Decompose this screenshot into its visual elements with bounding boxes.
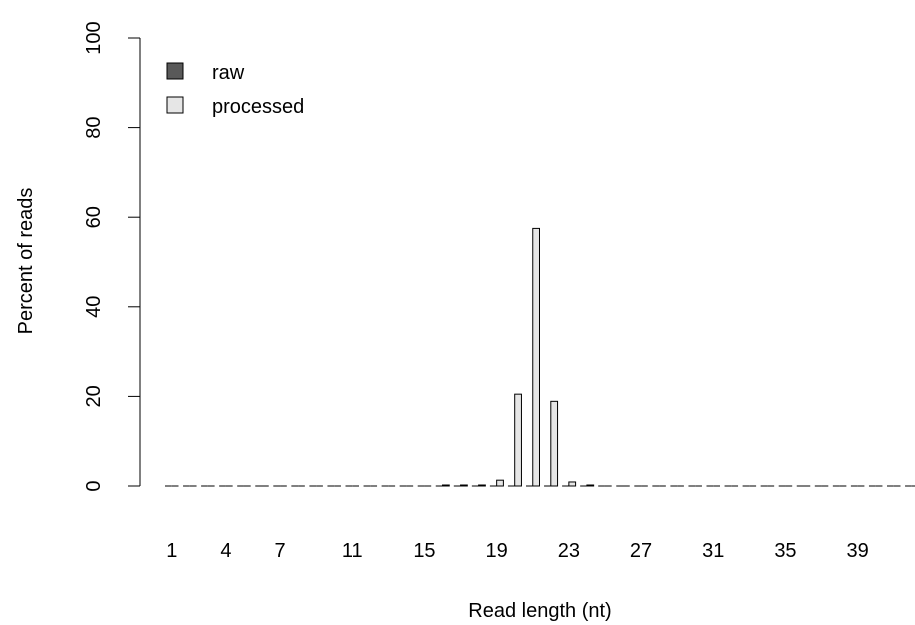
y-tick-label-20: 20 — [83, 385, 105, 407]
x-tick-label-19: 19 — [486, 540, 508, 562]
y-axis-label: Percent of reads — [15, 188, 37, 335]
bar-processed-17 — [460, 484, 468, 487]
bar-processed-21 — [532, 227, 540, 487]
x-tick-label-11: 11 — [342, 540, 363, 562]
bar-processed-18 — [478, 484, 486, 487]
bar-processed-23 — [568, 481, 577, 487]
bar-processed-22 — [550, 400, 559, 487]
y-tick-label-0: 0 — [83, 480, 105, 491]
x-tick-label-39: 39 — [847, 540, 869, 562]
legend-label-raw: raw — [212, 62, 245, 84]
legend-swatch-raw — [166, 62, 184, 80]
x-tick-label-1: 1 — [166, 540, 177, 562]
y-tick-label-40: 40 — [83, 296, 105, 318]
legend-swatch-processed — [166, 96, 184, 114]
y-tick-label-100: 100 — [83, 21, 105, 54]
bar-processed-24 — [586, 484, 595, 487]
x-tick-label-31: 31 — [702, 540, 724, 562]
y-tick-label-80: 80 — [83, 116, 105, 138]
bars-group — [165, 227, 915, 487]
bar-processed-20 — [514, 393, 522, 487]
x-tick-label-23: 23 — [558, 540, 580, 562]
legend: raw processed — [166, 62, 304, 118]
x-tick-label-27: 27 — [630, 540, 652, 562]
x-tick-label-35: 35 — [774, 540, 796, 562]
legend-label-processed: processed — [212, 96, 304, 118]
y-axis: 0 20 40 60 80 100 — [83, 21, 141, 492]
x-tick-label-4: 4 — [220, 540, 231, 562]
x-axis-label: Read length (nt) — [468, 600, 611, 622]
y-tick-label-60: 60 — [83, 206, 105, 228]
x-axis-tick-labels: 14711151923273135394347 — [166, 540, 869, 562]
bar-processed-19 — [496, 479, 504, 487]
bar-processed-16 — [442, 484, 450, 487]
x-tick-label-7: 7 — [274, 540, 285, 562]
x-tick-label-15: 15 — [413, 540, 435, 562]
